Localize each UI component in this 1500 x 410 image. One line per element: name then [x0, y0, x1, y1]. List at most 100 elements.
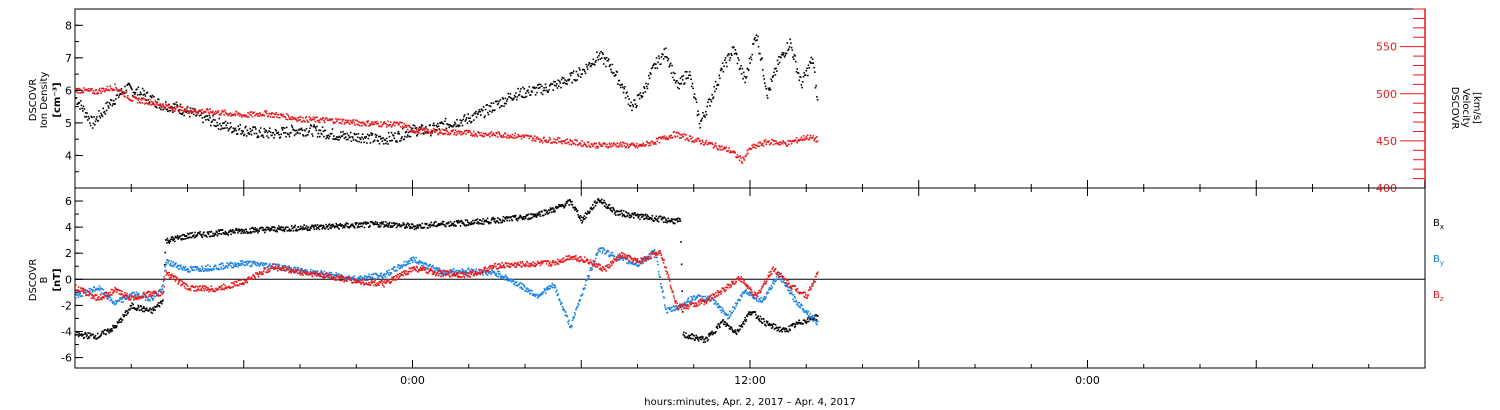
by-point	[75, 297, 77, 299]
by-point	[529, 289, 532, 292]
bx-point	[249, 227, 251, 230]
density-point	[712, 97, 714, 100]
by-point	[97, 288, 100, 291]
density-point	[499, 99, 502, 101]
by-point	[521, 287, 523, 290]
velocity-point	[360, 121, 363, 124]
by-point	[269, 263, 271, 265]
by-point	[809, 312, 812, 315]
bz-point	[152, 292, 154, 295]
density-point	[375, 134, 378, 137]
density-point	[390, 139, 392, 142]
velocity-point	[208, 112, 211, 115]
velocity-point	[643, 145, 646, 147]
velocity-point	[127, 97, 130, 100]
velocity-point	[456, 133, 459, 135]
velocity-point	[674, 136, 677, 138]
density-point	[444, 120, 446, 123]
by-point	[401, 266, 403, 269]
density-point	[632, 105, 635, 108]
by-point	[721, 307, 724, 310]
density-point	[747, 68, 749, 70]
bx-point	[666, 220, 669, 223]
by-point	[122, 301, 124, 303]
bx-point	[600, 201, 602, 204]
bz-point	[102, 296, 105, 298]
velocity-point	[585, 145, 588, 147]
density-point	[555, 85, 557, 87]
by-point	[199, 267, 201, 270]
bx-point	[569, 199, 572, 202]
density-point	[654, 67, 656, 69]
by-point	[461, 268, 464, 271]
bx-point	[711, 330, 713, 333]
bz-point	[141, 296, 144, 299]
density-point	[263, 127, 266, 130]
velocity-point	[678, 137, 681, 139]
density-point	[335, 138, 337, 140]
by-point	[273, 263, 275, 265]
by-point	[811, 316, 813, 318]
density-point	[790, 42, 792, 44]
velocity-point	[664, 138, 667, 141]
density-point	[489, 110, 491, 112]
density-point	[652, 64, 655, 66]
by-point	[421, 261, 424, 264]
bz-point	[127, 298, 130, 301]
by-point	[689, 301, 691, 304]
by-point	[775, 279, 777, 281]
bx-point	[491, 218, 494, 220]
by-point	[531, 289, 533, 292]
velocity-point	[754, 144, 756, 146]
density-point	[214, 119, 216, 121]
density-point	[552, 89, 555, 91]
bx-point	[215, 233, 217, 236]
density-point	[257, 135, 259, 137]
bz-point	[157, 295, 160, 297]
by-point	[793, 300, 795, 303]
by-point	[226, 266, 229, 269]
velocity-point	[494, 135, 497, 137]
density-point	[472, 114, 474, 116]
velocity-point	[340, 118, 342, 121]
density-point	[461, 119, 463, 122]
bz-point	[122, 296, 124, 298]
velocity-point	[699, 140, 701, 142]
bx-point	[374, 223, 376, 226]
bx-point	[642, 215, 644, 218]
velocity-point	[733, 150, 736, 153]
by-point	[676, 306, 679, 308]
density-point	[349, 131, 352, 134]
density-point	[453, 124, 455, 126]
bx-point	[151, 312, 154, 314]
by-point	[438, 268, 441, 271]
by-point	[782, 277, 784, 280]
by-point	[751, 294, 753, 297]
bx-point	[523, 218, 525, 220]
density-point	[771, 80, 773, 82]
by-point	[640, 260, 642, 263]
bx-point	[738, 324, 741, 327]
density-point	[280, 133, 282, 136]
bx-point	[254, 226, 257, 229]
density-point	[600, 57, 603, 59]
bx-point	[549, 207, 552, 209]
by-point	[577, 302, 579, 305]
bx-point	[310, 227, 312, 230]
velocity-point	[256, 112, 259, 115]
by-point	[229, 261, 232, 264]
density-point	[596, 51, 598, 53]
by-point	[256, 264, 258, 267]
density-point	[89, 122, 91, 124]
bx-point	[209, 235, 212, 238]
bx-point	[676, 220, 679, 223]
velocity-point	[719, 148, 722, 151]
bz-point	[140, 296, 143, 298]
density-point	[84, 112, 87, 114]
by-point	[192, 266, 194, 268]
density-point	[722, 70, 725, 73]
by-point	[713, 303, 716, 305]
velocity-point	[385, 126, 388, 128]
bz-point	[101, 297, 104, 299]
by-point	[659, 276, 662, 278]
